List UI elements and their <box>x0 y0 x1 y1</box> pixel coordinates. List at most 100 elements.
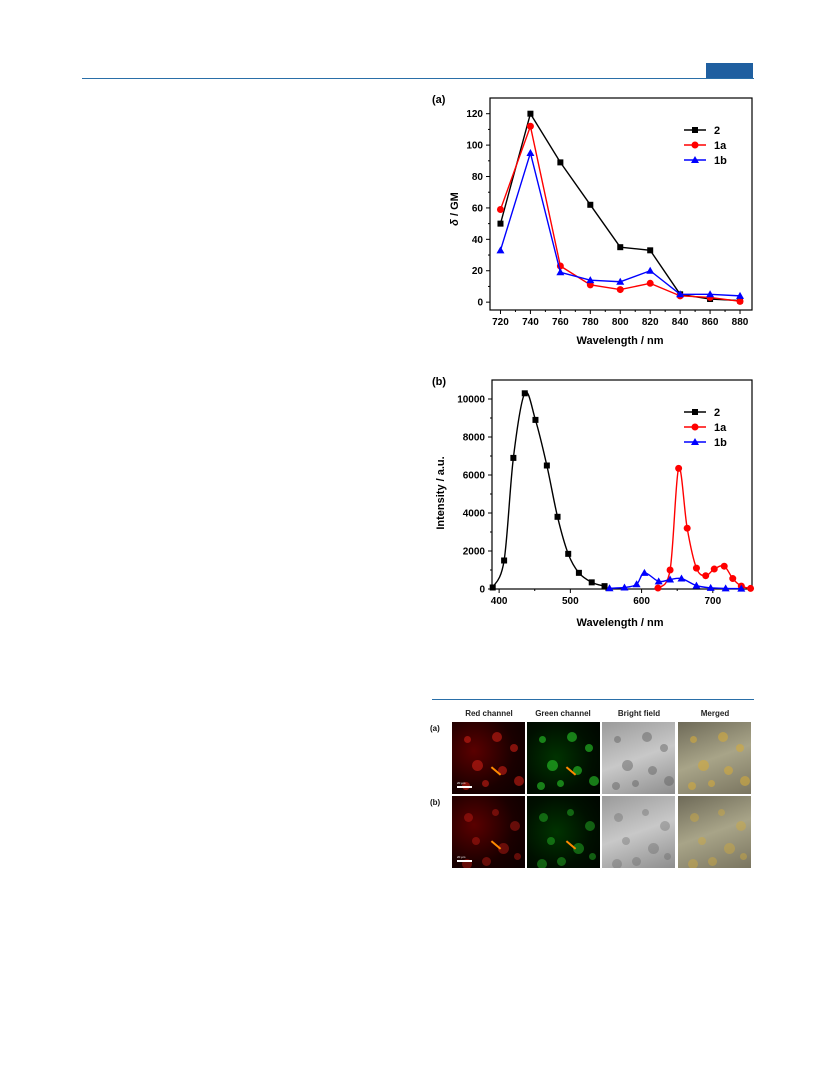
data-point-1b <box>706 583 715 591</box>
y-tick-label: 40 <box>472 235 484 246</box>
data-point-2 <box>521 390 528 397</box>
cell <box>482 780 489 787</box>
column-label-red: Red channel <box>465 709 513 718</box>
x-tick-label: 860 <box>702 317 719 328</box>
x-tick-label: 740 <box>522 317 539 328</box>
x-tick-label: 800 <box>612 317 629 328</box>
y-tick-label: 20 <box>472 266 484 277</box>
data-point-1a <box>683 524 691 532</box>
cell <box>648 843 659 854</box>
y-tick-label: 120 <box>466 109 483 120</box>
panel-label-b: (b) <box>432 376 446 388</box>
cell <box>622 837 630 845</box>
data-point-1a <box>496 205 504 213</box>
data-point-2 <box>527 110 534 117</box>
cell <box>642 732 652 742</box>
cell <box>622 760 633 771</box>
x-axis-label-a: Wavelength / nm <box>577 335 664 347</box>
y-tick-label: 4000 <box>463 509 486 520</box>
cell <box>718 809 725 816</box>
legend-marker-1a <box>691 423 699 431</box>
data-point-2 <box>554 513 561 520</box>
data-point-1b <box>605 584 614 592</box>
y-tick-label: 10000 <box>457 395 485 406</box>
data-point-1b <box>677 574 686 582</box>
series-line-1a <box>499 123 741 303</box>
data-point-1a <box>654 584 662 592</box>
row-label-a: (a) <box>430 724 440 733</box>
data-point-1b <box>646 266 655 274</box>
row-label-b: (b) <box>430 798 441 807</box>
cell <box>589 776 599 786</box>
cell <box>698 760 709 771</box>
cell <box>514 776 524 786</box>
data-point-2 <box>565 550 572 557</box>
cell <box>539 813 548 822</box>
scale-bar <box>457 860 472 862</box>
data-point-2 <box>601 583 608 590</box>
microscopy-figure: Red channel Green channel Bright field M… <box>430 704 754 872</box>
x-tick-label: 780 <box>582 317 599 328</box>
cell <box>632 780 639 787</box>
legend-marker-2 <box>692 409 698 415</box>
data-point-1b <box>676 290 685 298</box>
cell <box>688 859 698 868</box>
data-point-1a <box>729 575 737 583</box>
series-line-1b <box>499 150 741 297</box>
data-point-1a <box>747 584 755 592</box>
header-rule <box>82 78 754 79</box>
scale-bar-label: 20 μm <box>457 781 466 785</box>
data-point-1b <box>526 148 535 156</box>
cell <box>462 859 472 868</box>
cell <box>698 837 706 845</box>
scale-bar-label: 20 μm <box>457 855 466 859</box>
data-point-1b <box>654 577 663 585</box>
data-point-2 <box>497 220 504 227</box>
y-tick-label: 100 <box>466 141 483 152</box>
cell <box>510 821 520 831</box>
data-point-2 <box>532 416 539 423</box>
x-tick-label: 500 <box>562 596 579 607</box>
cell <box>573 766 582 775</box>
data-point-2 <box>575 569 582 576</box>
data-point-1a <box>710 565 718 573</box>
cell <box>614 813 623 822</box>
y-tick-label: 0 <box>477 298 483 309</box>
cell <box>660 744 668 752</box>
data-point-1a <box>526 122 534 130</box>
x-tick-label: 840 <box>672 317 689 328</box>
cell <box>660 821 670 831</box>
figure-divider <box>432 699 754 700</box>
header-tab <box>706 63 753 78</box>
x-tick-label: 700 <box>704 596 721 607</box>
y-tick-label: 2000 <box>463 547 486 558</box>
plot-frame <box>491 379 753 590</box>
data-point-1a <box>675 464 683 472</box>
legend-marker-1b <box>691 156 699 163</box>
legend-marker-1a <box>691 141 699 149</box>
plot-frame <box>489 97 753 311</box>
micrograph-panel <box>602 796 675 868</box>
cell <box>664 776 674 786</box>
data-point-2 <box>510 454 517 461</box>
cell <box>472 837 480 845</box>
data-point-1b <box>640 568 649 576</box>
x-tick-label: 400 <box>491 596 508 607</box>
legend-label-2: 2 <box>714 407 720 419</box>
cell <box>537 782 545 790</box>
x-tick-label: 600 <box>633 596 650 607</box>
cell <box>632 857 641 866</box>
cell <box>498 766 507 775</box>
micrograph-panel: 20 μm <box>452 722 525 794</box>
x-tick-label: 820 <box>642 317 659 328</box>
y-tick-label: 8000 <box>463 433 486 444</box>
data-point-1b <box>706 290 715 298</box>
data-point-1a <box>720 562 728 570</box>
cell <box>614 736 621 743</box>
cell <box>573 843 584 854</box>
cell <box>589 853 596 860</box>
legend-label-1a: 1a <box>714 422 727 434</box>
cell <box>492 732 502 742</box>
cell <box>690 813 699 822</box>
cell <box>740 776 750 786</box>
